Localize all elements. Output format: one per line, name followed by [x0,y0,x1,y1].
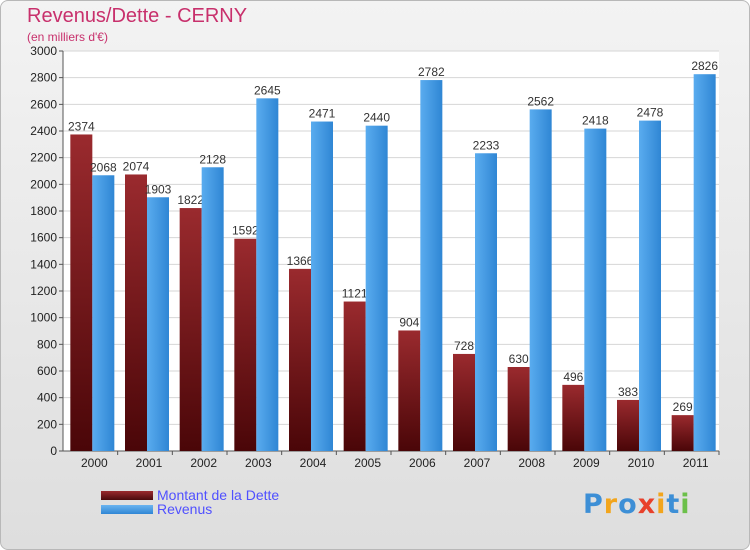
y-tick-label: 1200 [30,284,57,298]
logo-letter: x [637,489,657,520]
data-label-revenue-2007: 2233 [473,138,500,152]
y-tick-label: 800 [37,337,57,351]
bar-revenue-2010 [639,120,661,451]
x-tick-label: 2007 [464,456,491,470]
y-tick-label: 2200 [30,151,57,165]
bar-debt-2010 [617,399,639,451]
data-label-debt-2001: 2074 [123,159,150,173]
data-label-revenue-2009: 2418 [582,114,609,128]
y-tick-label: 2800 [30,71,57,85]
bar-debt-2007 [453,353,475,451]
y-tick-label: 3000 [30,44,57,58]
bar-revenue-2005 [365,125,388,452]
data-label-revenue-2000: 2068 [90,160,117,174]
logo-letter: i [656,489,667,520]
bar-debt-2002 [179,208,202,451]
data-label-revenue-2001: 1903 [145,182,172,196]
logo-letter: o [618,489,638,520]
bar-debt-2004 [289,268,311,451]
bar-debt-2009 [562,384,585,451]
data-label-debt-2004: 1366 [287,254,314,268]
bar-revenue-2008 [529,109,552,452]
bar-revenue-2004 [311,121,333,452]
bar-revenue-2000 [92,175,115,451]
y-tick-label: 400 [37,391,57,405]
data-label-debt-2005: 1121 [342,287,368,301]
x-tick-label: 2000 [81,456,108,470]
y-tick-label: 0 [50,444,57,458]
data-label-revenue-2011: 2826 [691,59,718,73]
chart-subtitle: (en milliers d'€) [27,30,108,44]
bar-revenue-2001 [147,197,169,451]
x-tick-label: 2004 [300,456,327,470]
data-label-debt-2010: 383 [618,385,638,399]
data-label-revenue-2004: 2471 [309,107,336,121]
bar-revenue-2009 [584,128,607,451]
data-label-revenue-2005: 2440 [363,111,390,125]
data-label-debt-2007: 728 [454,339,474,353]
bar-debt-2000 [70,134,93,451]
data-label-debt-2008: 630 [509,352,529,366]
y-tick-label: 2400 [30,124,57,138]
bar-revenue-2007 [475,153,497,451]
logo-letter: r [603,489,619,520]
logo-letter: t [666,489,681,520]
legend-label-revenue: Revenus [157,501,213,517]
bar-revenue-2003 [256,98,279,451]
legend-swatch-revenue [101,505,153,514]
data-label-debt-2009: 496 [563,370,583,384]
legend-label-debt: Montant de la Dette [157,487,280,503]
chart-title: Revenus/Dette - CERNY [27,5,248,27]
x-tick-label: 2005 [354,456,381,470]
y-tick-label: 200 [37,417,57,431]
bar-debt-2006 [398,330,421,451]
data-label-revenue-2008: 2562 [527,94,554,108]
data-label-debt-2002: 1822 [177,193,204,207]
bar-debt-2003 [234,238,257,451]
plot-area [63,51,719,451]
y-tick-label: 1000 [30,311,57,325]
x-tick-label: 2001 [136,456,163,470]
bar-revenue-2011 [693,74,716,451]
y-tick-label: 600 [37,364,57,378]
data-label-debt-2006: 904 [399,315,419,329]
data-label-revenue-2002: 2128 [199,152,226,166]
y-tick-label: 1800 [30,204,57,218]
data-label-revenue-2003: 2645 [254,83,281,97]
y-tick-label: 2600 [30,97,57,111]
logo-letter: i [680,489,691,520]
y-tick-label: 1600 [30,231,57,245]
bar-revenue-2002 [201,167,224,451]
bar-debt-2005 [343,301,366,451]
logo-letter: P [583,489,604,520]
x-tick-label: 2006 [409,456,436,470]
bar-revenue-2006 [420,80,443,452]
y-tick-label: 2000 [30,177,57,191]
y-tick-label: 1400 [30,257,57,271]
bar-debt-2008 [507,367,530,451]
bar-debt-2011 [671,415,694,451]
x-tick-label: 2003 [245,456,272,470]
data-label-debt-2000: 2374 [68,119,95,133]
x-tick-label: 2008 [518,456,545,470]
x-tick-label: 2009 [573,456,600,470]
data-label-debt-2011: 269 [673,400,693,414]
data-label-revenue-2010: 2478 [637,106,664,120]
x-tick-label: 2010 [628,456,655,470]
data-label-revenue-2006: 2782 [418,65,445,79]
x-tick-label: 2002 [190,456,217,470]
legend-swatch-debt [101,491,153,500]
bar-debt-2001 [125,174,147,451]
x-tick-label: 2011 [683,456,709,470]
proxiti-logo: Proxiti [583,489,691,520]
data-label-debt-2003: 1592 [232,224,259,238]
